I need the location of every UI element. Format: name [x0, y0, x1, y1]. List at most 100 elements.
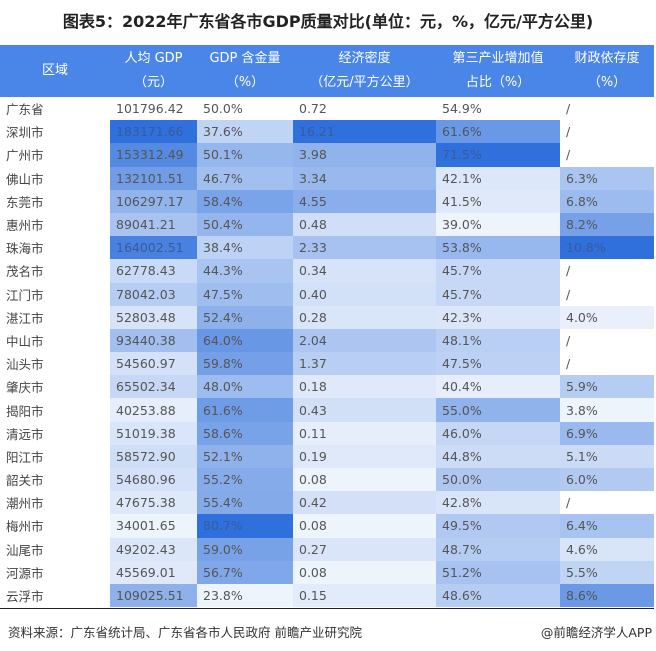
value-cell: 42.8% — [436, 491, 560, 515]
table-row: 茂名市 62778.43 44.3% 0.34 45.7% / — [0, 259, 654, 283]
value-cell: 54680.96 — [110, 468, 197, 492]
header-line1: 人均 GDP — [124, 51, 183, 66]
value-cell: 16.21 — [293, 120, 436, 144]
region-cell: 茂名市 — [6, 264, 44, 280]
value-cell: 64.0% — [197, 328, 293, 353]
value-cell: 10.8% — [560, 236, 654, 260]
value-cell: 3.98 — [293, 143, 436, 167]
region-cell: 中山市 — [6, 333, 44, 349]
value-cell: 62778.43 — [110, 259, 197, 283]
table-row: 广东省 101796.42 50.0% 0.72 54.9% / — [0, 97, 654, 120]
region-cell: 汕头市 — [6, 357, 44, 373]
value-cell: 44.3% — [197, 259, 293, 283]
header-line2: （元） — [133, 75, 173, 90]
value-cell: 101796.42 — [116, 101, 184, 117]
header-line2: （%） — [587, 75, 627, 90]
value-cell: 0.08 — [293, 468, 436, 492]
table-row: 河源市 45569.01 56.7% 0.08 51.2% 5.5% — [0, 560, 654, 584]
value-cell: 56.7% — [197, 560, 293, 584]
value-cell: 46.0% — [436, 421, 560, 445]
table-row: 云浮市 109025.51 23.8% 0.15 48.6% 8.6% — [0, 583, 654, 608]
value-cell: 0.27 — [293, 537, 436, 561]
value-cell: 183171.66 — [110, 120, 197, 144]
region-cell: 梅州市 — [6, 519, 44, 535]
region-cell: 江门市 — [6, 287, 44, 303]
value-cell: 109025.51 — [110, 583, 197, 608]
value-cell: 58.6% — [197, 421, 293, 445]
header-line2: （%） — [225, 75, 265, 90]
region-cell: 佛山市 — [6, 171, 44, 187]
value-cell: 55.2% — [197, 468, 293, 492]
value-cell: 40253.88 — [110, 398, 197, 422]
table-row: 阳江市 58572.90 52.1% 0.19 44.8% 5.1% — [0, 444, 654, 468]
value-cell: 54.9% — [442, 101, 482, 117]
value-cell: 46.7% — [197, 166, 293, 190]
value-cell: 47.5% — [436, 352, 560, 376]
value-cell: 49.5% — [436, 514, 560, 538]
value-cell: 5.9% — [560, 375, 654, 399]
table-bottom-border — [0, 608, 654, 609]
value-cell: 1.37 — [293, 352, 436, 376]
value-cell: 71.5% — [436, 143, 560, 167]
value-cell: 52.4% — [197, 305, 293, 329]
region-cell: 广东省 — [6, 102, 44, 118]
value-cell: 37.6% — [197, 120, 293, 144]
value-cell: 61.6% — [197, 398, 293, 422]
value-cell: 47.5% — [197, 282, 293, 306]
value-cell: 5.1% — [560, 444, 654, 468]
value-cell: 2.33 — [293, 236, 436, 260]
value-cell: 0.43 — [293, 398, 436, 422]
column-header: 财政依存度 （%） — [560, 45, 654, 97]
value-cell: 6.9% — [560, 421, 654, 445]
value-cell: 0.08 — [293, 514, 436, 538]
header-line1: 区域 — [41, 63, 68, 78]
table-row: 潮州市 47675.38 55.4% 0.42 42.8% / — [0, 491, 654, 515]
column-header: 经济密度 （亿元/平方公里） — [293, 45, 436, 97]
value-cell: 89041.21 — [110, 212, 197, 237]
region-cell: 潮州市 — [6, 496, 44, 512]
value-cell: 42.3% — [436, 305, 560, 329]
table-row: 珠海市 164002.51 38.4% 2.33 53.8% 10.8% — [0, 236, 654, 260]
value-cell: 50.0% — [436, 468, 560, 492]
value-cell: 65502.34 — [110, 375, 197, 399]
region-cell: 韶关市 — [6, 473, 44, 489]
header-line2: 占比（%） — [465, 75, 531, 90]
region-cell: 云浮市 — [6, 589, 44, 605]
value-cell: 4.55 — [293, 189, 436, 213]
region-cell: 深圳市 — [6, 125, 44, 141]
value-cell: / — [566, 147, 571, 163]
value-cell: 39.0% — [436, 212, 560, 237]
value-cell: 0.72 — [299, 101, 327, 117]
header-row: 区域 人均 GDP （元） GDP 含金量 （%） 经济密度 （亿元/平方公里） 第三产业增加… — [0, 45, 654, 97]
header-line1: GDP 含金量 — [209, 51, 281, 66]
value-cell: 6.0% — [560, 468, 654, 492]
region-cell: 阳江市 — [6, 449, 44, 465]
value-cell: 93440.38 — [110, 328, 197, 353]
value-cell: 3.8% — [560, 398, 654, 422]
value-cell: 59.8% — [197, 352, 293, 376]
region-cell: 湛江市 — [6, 310, 44, 326]
table-row: 汕头市 54560.97 59.8% 1.37 47.5% / — [0, 352, 654, 376]
table-row: 东莞市 106297.17 58.4% 4.55 41.5% 6.8% — [0, 189, 654, 213]
value-cell: / — [566, 124, 571, 140]
region-cell: 惠州市 — [6, 218, 44, 234]
table-row: 清远市 51019.38 58.6% 0.11 46.0% 6.9% — [0, 421, 654, 445]
value-cell: 54560.97 — [110, 352, 197, 376]
value-cell: 132101.51 — [110, 166, 197, 190]
header-line1: 财政依存度 — [574, 51, 640, 66]
region-cell: 揭阳市 — [6, 403, 44, 419]
value-cell: 52803.48 — [110, 305, 197, 329]
value-cell: 0.28 — [293, 305, 436, 329]
value-cell: 47675.38 — [110, 491, 197, 515]
data-table: 区域 人均 GDP （元） GDP 含金量 （%） 经济密度 （亿元/平方公里） 第三产业增加… — [0, 45, 654, 608]
table-row: 广州市 153312.49 50.1% 3.98 71.5% / — [0, 143, 654, 167]
value-cell: 0.34 — [293, 259, 436, 283]
value-cell: 153312.49 — [110, 143, 197, 167]
value-cell: 49202.43 — [110, 537, 197, 561]
value-cell: 164002.51 — [110, 236, 197, 260]
value-cell: 6.4% — [560, 514, 654, 538]
value-cell: 48.7% — [436, 537, 560, 561]
region-cell: 汕尾市 — [6, 542, 44, 558]
region-cell: 广州市 — [6, 148, 44, 164]
value-cell: 58.4% — [197, 189, 293, 213]
